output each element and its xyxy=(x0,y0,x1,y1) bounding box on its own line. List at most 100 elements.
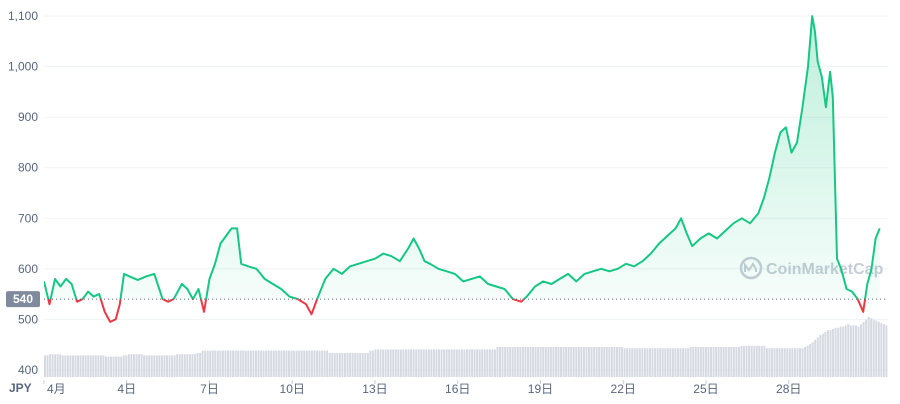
volume-bar xyxy=(471,349,474,377)
volume-bar xyxy=(232,350,235,377)
volume-bar xyxy=(537,347,540,377)
volume-bar xyxy=(440,349,443,377)
volume-bar xyxy=(491,349,494,377)
volume-bar xyxy=(509,347,512,377)
volume-bar xyxy=(682,348,685,377)
volume-bar xyxy=(427,349,430,377)
reference-price-label: 540 xyxy=(13,292,33,306)
volume-bar xyxy=(262,350,265,377)
volume-bar xyxy=(79,355,82,377)
volume-bar xyxy=(585,347,588,377)
volume-bar xyxy=(608,347,611,377)
volume-bar xyxy=(193,354,196,377)
volume-bar xyxy=(377,349,379,377)
volume-bar xyxy=(275,350,278,377)
volume-bar xyxy=(402,349,405,377)
volume-bar xyxy=(112,356,115,377)
volume-bar xyxy=(476,349,479,377)
volume-bar xyxy=(771,348,774,377)
volume-bar xyxy=(641,348,644,377)
volume-bar xyxy=(692,347,695,377)
volume-bar xyxy=(450,349,453,377)
volume-bar xyxy=(473,349,476,377)
y-tick-label: 400 xyxy=(18,363,38,377)
volume-bar xyxy=(120,356,123,377)
volume-bar xyxy=(255,350,257,377)
volume-bar xyxy=(860,324,862,377)
volume-bar xyxy=(677,348,679,377)
volume-bar xyxy=(849,325,852,377)
volume-bar xyxy=(636,348,639,377)
volume-bar xyxy=(125,355,128,377)
volume-bar xyxy=(793,348,796,377)
volume-bar xyxy=(829,330,832,377)
x-tick-label: 22日 xyxy=(611,382,636,396)
volume-bar xyxy=(282,350,285,377)
volume-bar xyxy=(56,354,59,377)
volume-bar xyxy=(305,350,308,377)
volume-bar xyxy=(143,355,146,377)
volume-bar xyxy=(804,347,807,377)
volume-bar xyxy=(371,350,374,377)
volume-bar xyxy=(577,347,580,377)
volume-bar xyxy=(493,349,496,377)
volume-bar xyxy=(290,350,293,377)
volume-bar xyxy=(529,347,532,377)
volume-bar xyxy=(765,348,768,377)
volume-bar xyxy=(229,350,232,377)
volume-bar xyxy=(651,348,654,377)
volume-bar xyxy=(832,329,835,377)
volume-bar xyxy=(715,347,718,377)
volume-bar xyxy=(501,347,504,377)
volume-bar xyxy=(374,349,377,377)
volume-bar xyxy=(204,350,207,377)
volume-bar xyxy=(110,356,113,377)
volume-bar xyxy=(328,353,331,377)
volume-bar xyxy=(285,350,288,377)
volume-bar xyxy=(224,350,227,377)
volume-bar xyxy=(562,347,565,377)
volume-bar xyxy=(603,347,606,377)
volume-bar xyxy=(661,348,664,377)
volume-bar xyxy=(326,350,329,377)
volume-bar xyxy=(521,347,524,377)
volume-bar xyxy=(580,347,583,377)
volume-bar xyxy=(61,355,64,377)
volume-bar xyxy=(221,350,224,377)
volume-bar xyxy=(679,348,682,377)
volume-bar xyxy=(298,350,301,377)
volume-bar xyxy=(155,355,158,377)
volume-bar xyxy=(135,354,138,377)
volume-bar xyxy=(885,325,888,377)
volume-bar xyxy=(740,345,743,377)
volume-bar xyxy=(234,350,237,377)
volume-bar xyxy=(257,350,260,377)
volume-bar xyxy=(239,350,242,377)
volume-bar xyxy=(425,349,428,377)
volume-bar xyxy=(59,354,62,377)
volume-bar xyxy=(389,349,392,377)
y-tick-label: 900 xyxy=(18,110,38,124)
volume-bar xyxy=(163,355,166,377)
volume-bar xyxy=(318,350,321,377)
volume-bar xyxy=(717,347,720,377)
volume-bar xyxy=(186,354,189,377)
x-tick-label: 7日 xyxy=(200,382,219,396)
volume-bar xyxy=(826,330,829,377)
volume-bar xyxy=(384,349,387,377)
volume-bar xyxy=(150,355,153,377)
volume-bar xyxy=(404,349,407,377)
volume-bar xyxy=(615,347,618,377)
volume-bar xyxy=(216,350,219,377)
volume-bar xyxy=(364,353,367,377)
volume-bar xyxy=(270,350,273,377)
volume-bar xyxy=(877,321,880,377)
volume-bar xyxy=(49,354,52,377)
volume-bar xyxy=(341,353,344,377)
volume-bars xyxy=(44,317,888,377)
volume-bar xyxy=(852,325,855,377)
volume-bar xyxy=(750,345,753,377)
volume-bar xyxy=(316,350,318,377)
volume-bar xyxy=(351,353,354,377)
volume-bar xyxy=(666,348,669,377)
